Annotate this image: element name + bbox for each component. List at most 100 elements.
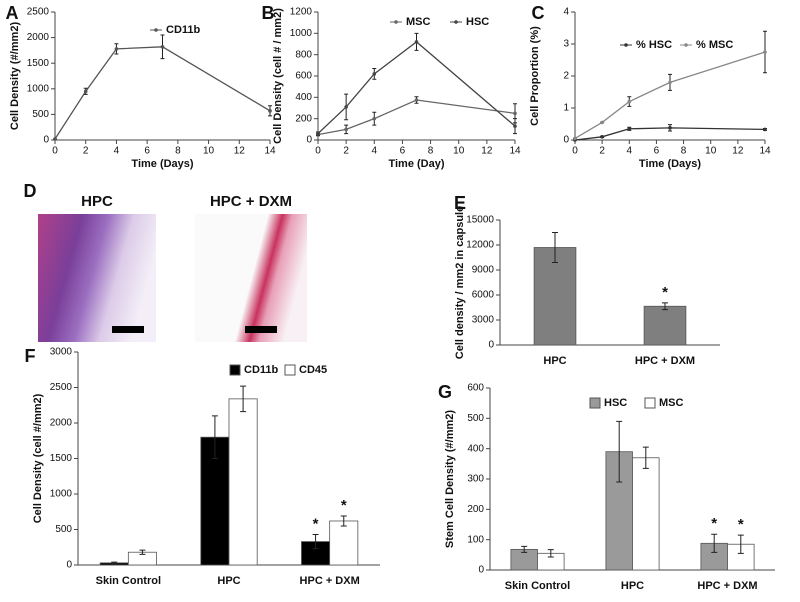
legend-label: HSC (466, 16, 489, 28)
data-point (600, 135, 604, 139)
y-tick-label: 1500 (50, 453, 73, 464)
x-tick-label: 14 (759, 146, 771, 157)
y-axis-label: Cell Proportion (%) (529, 26, 541, 126)
legend-label: MSC (659, 397, 684, 409)
x-tick-label: 8 (681, 146, 687, 157)
x-tick-label: 12 (481, 146, 493, 157)
data-point (372, 116, 377, 121)
y-tick-label: 200 (467, 504, 484, 515)
significance-marker: * (738, 516, 744, 533)
x-tick-label: 14 (264, 146, 276, 157)
x-tick-label: Skin Control (96, 575, 161, 587)
panel-letter: G (438, 382, 452, 402)
x-tick-label: 0 (315, 146, 321, 157)
y-tick-label: 100 (467, 534, 484, 545)
y-tick-label: 1000 (290, 28, 313, 39)
y-tick-label: 15000 (466, 215, 494, 226)
y-tick-label: 1500 (27, 58, 50, 69)
bar (228, 398, 258, 566)
y-axis-label: Cell density / mm2 in capsule (454, 206, 466, 359)
bar (632, 457, 660, 571)
data-point (513, 124, 517, 128)
y-axis-label: Cell Density (#/mm2) (9, 22, 21, 131)
data-point (414, 98, 419, 102)
legend-label: % HSC (636, 39, 672, 51)
error-bar (312, 533, 319, 550)
y-tick-label: 6000 (472, 290, 495, 301)
y-tick-label: 4 (563, 7, 569, 18)
error-bar (240, 385, 247, 413)
data-point (668, 80, 672, 85)
bar (329, 520, 359, 566)
x-tick-label: 0 (572, 146, 578, 157)
y-tick-label: 2 (563, 71, 569, 82)
y-axis-label: Cell Density (cell # / mm2) (272, 8, 284, 144)
y-tick-label: 200 (295, 113, 312, 124)
legend-swatch (229, 364, 241, 376)
x-tick-label: 6 (144, 146, 150, 157)
data-point (763, 127, 767, 132)
x-tick-label: 2 (599, 146, 605, 157)
series-line (54, 46, 271, 140)
data-point (513, 111, 517, 116)
y-tick-label: 500 (55, 524, 72, 535)
x-tick-label: 4 (114, 146, 120, 157)
x-axis-label: Time (Day) (388, 158, 444, 170)
error-bar (552, 232, 558, 263)
y-axis-label: Stem Cell Density (#/mm2) (444, 410, 456, 548)
y-tick-label: 3 (563, 39, 569, 50)
x-tick-label: 14 (509, 146, 521, 157)
micrograph (38, 214, 156, 342)
x-tick-label: Skin Control (505, 580, 570, 592)
x-tick-label: 12 (234, 146, 246, 157)
x-tick-label: 6 (654, 146, 660, 157)
x-axis-label: Time (Days) (131, 158, 193, 170)
panel-letter: D (24, 181, 37, 201)
y-tick-label: 2500 (50, 382, 73, 393)
data-point (344, 105, 348, 109)
image-label: HPC + DXM (210, 193, 292, 210)
y-tick-label: 600 (295, 71, 312, 82)
error-bar (211, 415, 218, 459)
error-bar (616, 420, 623, 483)
y-tick-label: 2000 (27, 32, 50, 43)
x-axis-label: Time (Days) (639, 158, 701, 170)
data-point (600, 120, 604, 125)
legend-label: MSC (406, 16, 431, 28)
data-point (668, 126, 672, 130)
y-tick-label: 400 (467, 443, 484, 454)
y-tick-label: 800 (295, 49, 312, 60)
data-point (344, 127, 348, 132)
image-label: HPC (81, 193, 113, 210)
data-point (372, 72, 377, 76)
legend-swatch (284, 364, 296, 376)
data-point (53, 137, 57, 141)
x-tick-label: HPC + DXM (697, 580, 757, 592)
scale-bar (112, 326, 144, 333)
panel-letter: A (6, 3, 19, 23)
y-tick-label: 3000 (472, 315, 495, 326)
panel-letter: F (25, 346, 36, 366)
y-tick-label: 1 (563, 103, 569, 114)
x-tick-label: 4 (627, 146, 633, 157)
error-bar (642, 446, 649, 469)
x-tick-label: HPC (621, 580, 644, 592)
error-bar (111, 561, 118, 565)
y-tick-label: 3000 (50, 347, 73, 358)
y-tick-label: 1000 (27, 83, 50, 94)
y-tick-label: 0 (563, 135, 569, 146)
x-tick-label: 4 (372, 146, 378, 157)
x-tick-label: HPC (217, 575, 240, 587)
micrograph (195, 214, 307, 342)
y-tick-label: 0 (66, 560, 72, 571)
y-tick-label: 12000 (466, 240, 494, 251)
legend-label: % MSC (696, 39, 733, 51)
legend-swatch (644, 397, 656, 409)
x-tick-label: HPC + DXM (635, 355, 695, 367)
y-tick-label: 0 (488, 340, 494, 351)
x-tick-label: 2 (343, 146, 349, 157)
error-bar (340, 515, 347, 527)
legend-label: CD45 (299, 364, 327, 376)
error-bar (737, 534, 744, 554)
error-bar (662, 302, 668, 311)
